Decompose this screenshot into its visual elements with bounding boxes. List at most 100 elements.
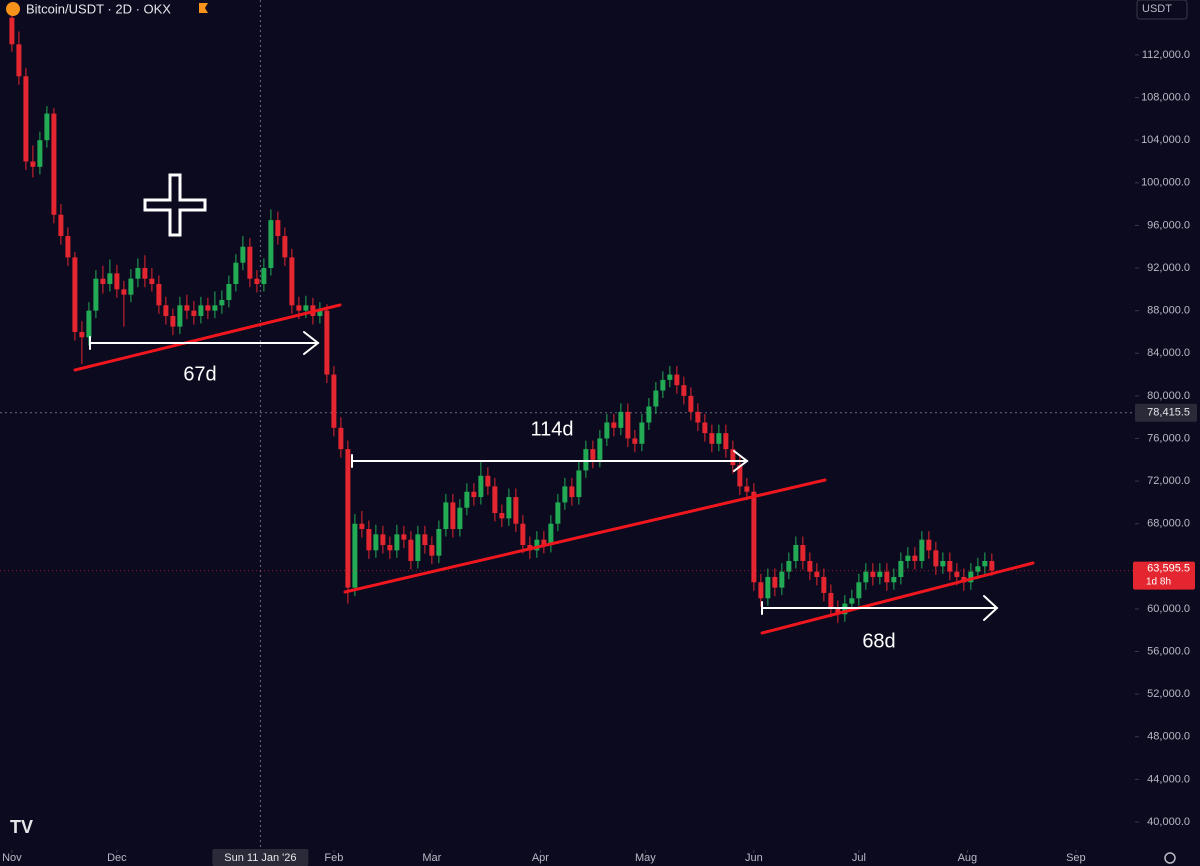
candle-body [471, 491, 477, 498]
candle-body [107, 273, 113, 285]
candle-body [989, 560, 995, 571]
candle-body [583, 449, 589, 471]
candle-body [758, 582, 764, 599]
candle-body [9, 17, 15, 45]
candle-body [408, 539, 414, 561]
y-tick-label: 76,000.0 [1147, 432, 1190, 444]
x-tick-label: Apr [532, 852, 549, 864]
duration-label: 67d [183, 363, 216, 385]
candle-body [625, 411, 631, 439]
candle-body [450, 502, 456, 530]
candle-body [121, 289, 127, 295]
candle-body [373, 534, 379, 551]
candle-body [394, 534, 400, 551]
candle-body [604, 422, 610, 439]
candle-body [772, 576, 778, 588]
duration-label: 68d [862, 630, 895, 652]
candle-body [646, 406, 652, 423]
arrow [351, 450, 749, 472]
candle-body [436, 529, 442, 556]
arrow [89, 331, 320, 355]
y-tick-label: 68,000.0 [1147, 518, 1190, 530]
flag-icon [199, 3, 208, 13]
candle-body [688, 395, 694, 412]
candle-body [282, 236, 288, 258]
candle-body [387, 545, 393, 551]
candle-body [947, 560, 953, 572]
candle-body [877, 571, 883, 577]
candle-body [478, 475, 484, 498]
candle-body [912, 555, 918, 561]
candle-body [590, 449, 596, 460]
y-tick-label: 80,000.0 [1147, 390, 1190, 402]
candle-body [765, 576, 771, 599]
y-tick-label: 56,000.0 [1147, 645, 1190, 657]
candle-body [681, 385, 687, 396]
y-tick-label: 48,000.0 [1147, 731, 1190, 743]
x-tick-label: Nov [2, 852, 22, 864]
y-tick-label: 52,000.0 [1147, 688, 1190, 700]
crosshair-price-box [1135, 403, 1197, 422]
candle-body [191, 310, 197, 316]
x-tick-label: Dec [107, 852, 127, 864]
crosshair-time-box [212, 849, 309, 866]
candle-body [576, 470, 582, 498]
candle-body [275, 220, 281, 237]
candle-body [93, 278, 99, 311]
candle-body [380, 534, 386, 546]
trendline [73, 303, 342, 372]
candle-body [324, 310, 330, 375]
candle-body [268, 220, 274, 269]
candle-body [898, 560, 904, 577]
candle-body [135, 268, 141, 279]
x-tick-label: Aug [958, 852, 978, 864]
y-tick-label: 108,000.0 [1141, 91, 1190, 103]
trendline [343, 478, 827, 594]
candle-body [975, 566, 981, 572]
candle-body [821, 576, 827, 593]
candle-body [828, 592, 834, 609]
candle-body [289, 257, 295, 306]
candle-body [205, 305, 211, 311]
candle-body [303, 305, 309, 311]
y-tick-label: 84,000.0 [1147, 347, 1190, 359]
candle-body [702, 422, 708, 434]
candle-body [58, 214, 64, 237]
x-tick-label: Mar [422, 852, 441, 864]
candle-body [100, 278, 106, 285]
candle-body [611, 422, 617, 428]
candle-body [667, 374, 673, 380]
y-tick-label: 60,000.0 [1147, 603, 1190, 615]
candle-body [464, 491, 470, 508]
candle-body [982, 560, 988, 567]
y-tick-label: 72,000.0 [1147, 475, 1190, 487]
duration-label: 114d [530, 418, 573, 440]
coin-icon [6, 2, 20, 16]
countdown: 1d 8h [1146, 576, 1171, 587]
candle-body [65, 236, 71, 258]
candle-body [548, 523, 554, 546]
candle-body [415, 534, 421, 561]
y-tick-label: 104,000.0 [1141, 134, 1190, 146]
candle-body [835, 608, 841, 615]
candle-body [884, 571, 890, 583]
candle-body [422, 534, 428, 546]
symbol-title: Bitcoin/USDT · 2D · OKX [26, 1, 171, 16]
candle-body [863, 571, 869, 583]
candle-body [149, 278, 155, 285]
candle-body [492, 486, 498, 514]
candle-body [240, 246, 246, 263]
x-tick-label: Sep [1066, 852, 1086, 864]
x-tick-label: Feb [324, 852, 343, 864]
candle-body [485, 475, 491, 487]
candle-body [142, 268, 148, 279]
candle-body [219, 299, 225, 306]
candle-body [352, 523, 358, 588]
logo: TV [10, 817, 33, 837]
x-tick-label: Jul [852, 852, 866, 864]
candle-body [807, 560, 813, 572]
settings-icon[interactable] [1164, 852, 1176, 864]
candle-body [632, 438, 638, 444]
y-tick-label: 96,000.0 [1147, 219, 1190, 231]
